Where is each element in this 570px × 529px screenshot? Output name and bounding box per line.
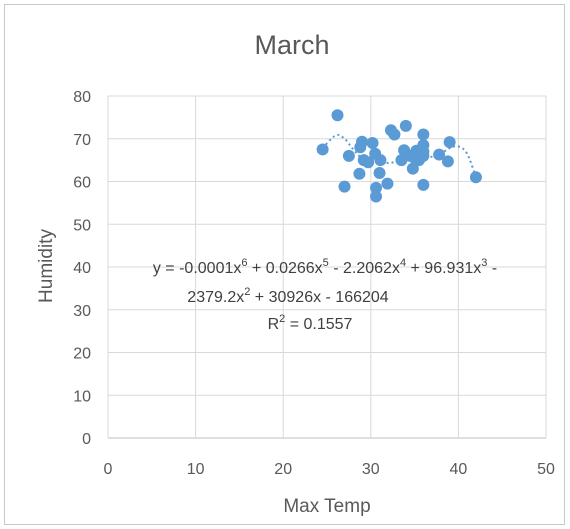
x-tick-label: 40	[450, 461, 468, 478]
data-points	[316, 109, 482, 203]
y-tick-label: 80	[73, 89, 91, 106]
data-point	[342, 149, 355, 162]
y-tick-label: 0	[82, 431, 91, 448]
y-tick-label: 10	[73, 388, 91, 405]
data-point	[417, 178, 430, 191]
data-point	[443, 136, 456, 149]
x-tick-label: 50	[537, 461, 555, 478]
data-point	[338, 180, 351, 193]
x-tick-label: 30	[362, 461, 380, 478]
data-point	[370, 181, 383, 194]
data-point	[388, 128, 401, 141]
data-point	[356, 135, 369, 148]
x-tick-labels: 0 10 20 30 40 50	[104, 461, 555, 478]
x-tick-label: 10	[187, 461, 205, 478]
x-tick-label: 0	[104, 461, 113, 478]
equation-line-2: 2379.2x2​ + 30926x - 166204	[187, 286, 389, 306]
data-point	[441, 155, 454, 168]
y-axis-title: Humidity	[36, 229, 57, 303]
x-tick-label: 20	[274, 461, 292, 478]
data-point	[331, 109, 344, 122]
chart-title: March	[254, 30, 329, 60]
data-point	[469, 171, 482, 184]
data-point	[433, 148, 446, 161]
data-point	[316, 143, 329, 156]
x-axis-title: Max Temp	[283, 496, 370, 517]
data-point	[417, 149, 430, 162]
y-tick-label: 40	[73, 260, 91, 277]
y-tick-label: 30	[73, 303, 91, 320]
data-point	[373, 166, 386, 179]
r-squared-label: R2​ = 0.1557	[268, 313, 353, 333]
data-point	[381, 177, 394, 190]
data-point	[362, 156, 375, 169]
data-point	[374, 154, 387, 167]
equation-line-1: y = -0.0001x6​ + 0.0266x5​ - 2.2062x4​ +…	[153, 257, 497, 277]
y-tick-label: 50	[73, 217, 91, 234]
data-point	[370, 190, 383, 203]
y-tick-label: 60	[73, 175, 91, 192]
y-tick-labels: 0 10 20 30 40 50 60 70 80	[73, 89, 91, 448]
y-tick-label: 70	[73, 132, 91, 149]
data-point	[406, 162, 419, 175]
data-point	[399, 119, 412, 132]
trendline-equation: y = -0.0001x6​ + 0.0266x5​ - 2.2062x4​ +…	[153, 257, 497, 333]
data-point	[366, 137, 379, 150]
y-tick-label: 20	[73, 346, 91, 363]
data-point	[417, 128, 430, 141]
data-point	[353, 167, 366, 180]
